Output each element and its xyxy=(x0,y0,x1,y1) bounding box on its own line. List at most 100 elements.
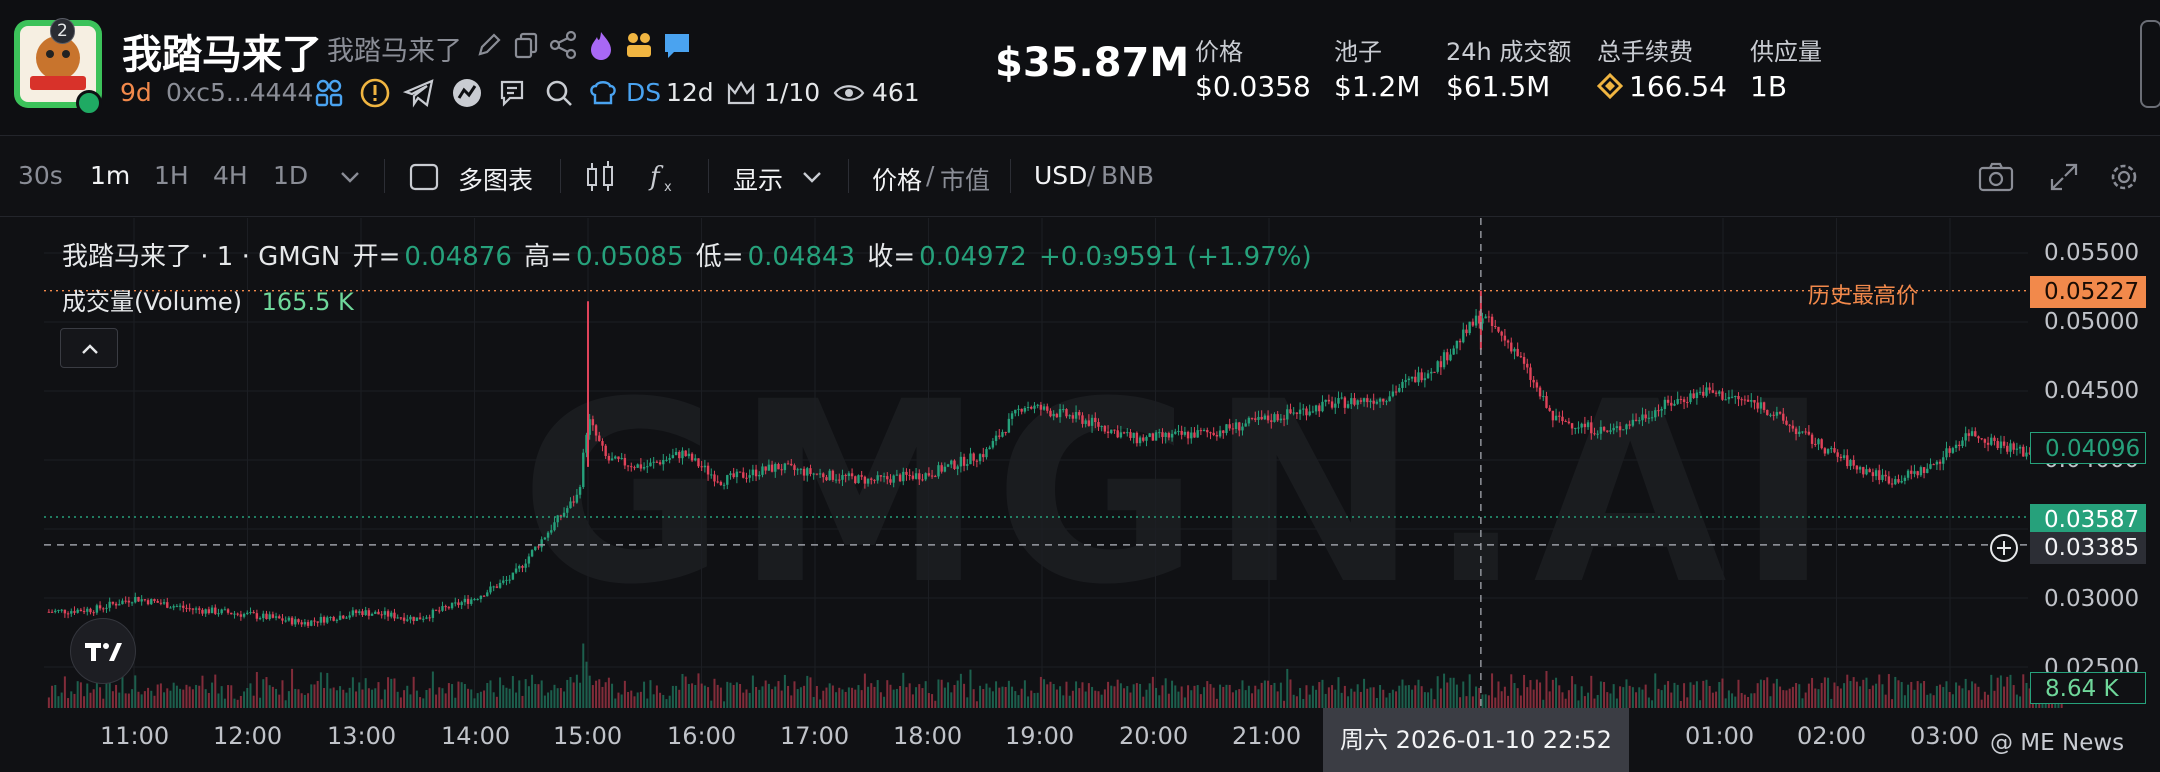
collapse-legend-button[interactable] xyxy=(60,328,118,368)
candle-body xyxy=(911,475,915,479)
stat-value-fees: 166.54 xyxy=(1629,70,1727,103)
interval-1d[interactable]: 1D xyxy=(273,161,309,190)
volume-bar xyxy=(710,700,713,708)
chevron-down-icon[interactable] xyxy=(330,157,370,197)
search-icon[interactable] xyxy=(542,76,576,110)
candle-body xyxy=(1593,433,1596,435)
ds-label[interactable]: DS xyxy=(626,78,662,107)
volume-bar xyxy=(383,689,386,708)
fullscreen-icon[interactable] xyxy=(2044,157,2084,197)
interval-1m[interactable]: 1m xyxy=(90,161,131,190)
volume-bar xyxy=(1078,688,1081,708)
candle-body xyxy=(194,608,198,610)
view-count: 461 xyxy=(872,78,920,107)
volume-bar xyxy=(265,677,268,708)
volume-bar xyxy=(1439,688,1442,708)
chart-canvas[interactable] xyxy=(0,218,2160,772)
volume-bar xyxy=(1859,686,1862,708)
volume-bar xyxy=(1135,683,1138,708)
volume-bar xyxy=(1190,690,1193,708)
volume-bar xyxy=(643,681,646,708)
candle-body xyxy=(1257,416,1260,420)
volume-bar xyxy=(198,685,201,708)
token-age: 9d xyxy=(120,78,152,107)
add-alert-icon[interactable] xyxy=(1988,532,2020,564)
candle-body xyxy=(962,456,966,466)
volume-bar xyxy=(1980,699,1983,708)
chat-icon[interactable] xyxy=(660,28,694,62)
volume-bar xyxy=(739,684,742,708)
candle-body xyxy=(678,451,681,459)
candle-body xyxy=(383,611,387,615)
legend-close: 0.04972 xyxy=(919,242,1027,272)
volume-bar xyxy=(393,678,396,708)
volume-bar xyxy=(1574,684,1577,708)
interval-30s[interactable]: 30s xyxy=(18,161,63,190)
candle-body xyxy=(47,611,51,613)
candle-body xyxy=(998,435,1001,437)
analytics-icon[interactable] xyxy=(450,76,484,110)
holders-icon[interactable] xyxy=(312,76,346,110)
header-scroll-handle[interactable] xyxy=(2140,20,2160,108)
usd-toggle[interactable]: USD xyxy=(1034,161,1088,190)
share-icon[interactable] xyxy=(546,28,580,62)
interval-4h[interactable]: 4H xyxy=(213,161,248,190)
volume-bar xyxy=(767,683,770,708)
candle-body xyxy=(726,475,729,485)
candle-body xyxy=(422,618,425,620)
volume-bar xyxy=(1267,680,1270,708)
team-icon[interactable] xyxy=(622,28,656,62)
candle-body xyxy=(444,606,447,608)
volume-bar xyxy=(1919,683,1922,708)
checkbox-icon[interactable] xyxy=(404,157,444,197)
candle-body xyxy=(319,616,323,623)
volume-bar xyxy=(1238,689,1241,708)
candle-body xyxy=(834,479,838,481)
candle-body xyxy=(492,586,495,588)
telegram-icon[interactable] xyxy=(402,76,436,110)
volume-bar xyxy=(1612,684,1615,708)
volume-bar xyxy=(1731,693,1734,708)
volume-bar xyxy=(1174,685,1177,708)
tradingview-logo[interactable] xyxy=(70,618,136,684)
market-cap-toggle[interactable]: 市值 xyxy=(940,166,991,195)
volume-bar xyxy=(1603,681,1606,708)
copy-icon[interactable] xyxy=(510,28,544,62)
price-toggle[interactable]: 价格 xyxy=(872,166,923,195)
volume-bar xyxy=(758,689,761,708)
candle-body xyxy=(175,606,179,608)
gear-icon[interactable] xyxy=(2104,157,2144,197)
x-tick: 15:00 xyxy=(553,722,623,750)
volume-bar xyxy=(1676,684,1679,708)
x-tick: 16:00 xyxy=(667,722,737,750)
candle-body xyxy=(1852,459,1855,466)
interval-1h[interactable]: 1H xyxy=(154,161,189,190)
candle-body xyxy=(1810,434,1814,444)
flame-icon[interactable] xyxy=(584,28,618,62)
display-menu[interactable]: 显示 xyxy=(733,166,784,195)
crown-icon[interactable] xyxy=(724,76,758,110)
volume-bar xyxy=(639,691,642,708)
token-address[interactable]: 0xc5...4444 xyxy=(166,78,314,107)
warning-icon[interactable] xyxy=(358,76,392,110)
edit-icon[interactable] xyxy=(472,28,506,62)
price-chart[interactable]: GMGN.AI 我踏马来了 · 1 · GMGN 开= 0.04876 高= 0.0… xyxy=(0,218,2160,772)
volume-bar xyxy=(95,676,98,708)
candle-body xyxy=(1356,400,1359,405)
note-icon[interactable] xyxy=(496,76,530,110)
candle-body xyxy=(1938,461,1942,464)
candle-body xyxy=(1890,483,1894,485)
candlestick-icon[interactable] xyxy=(580,157,620,197)
chevron-down-icon[interactable] xyxy=(792,157,832,197)
multi-chart-button[interactable]: 多图表 xyxy=(458,166,534,195)
candle-body xyxy=(1282,418,1286,420)
chef-hat-icon[interactable] xyxy=(586,76,620,110)
volume-bar xyxy=(1487,695,1490,708)
volume-bar xyxy=(1343,685,1346,708)
candle-body xyxy=(1481,318,1484,324)
camera-icon[interactable] xyxy=(1976,157,2016,197)
volume-bar xyxy=(1270,684,1273,708)
bnb-toggle[interactable]: BNB xyxy=(1101,161,1155,190)
volume-bar xyxy=(300,693,303,708)
